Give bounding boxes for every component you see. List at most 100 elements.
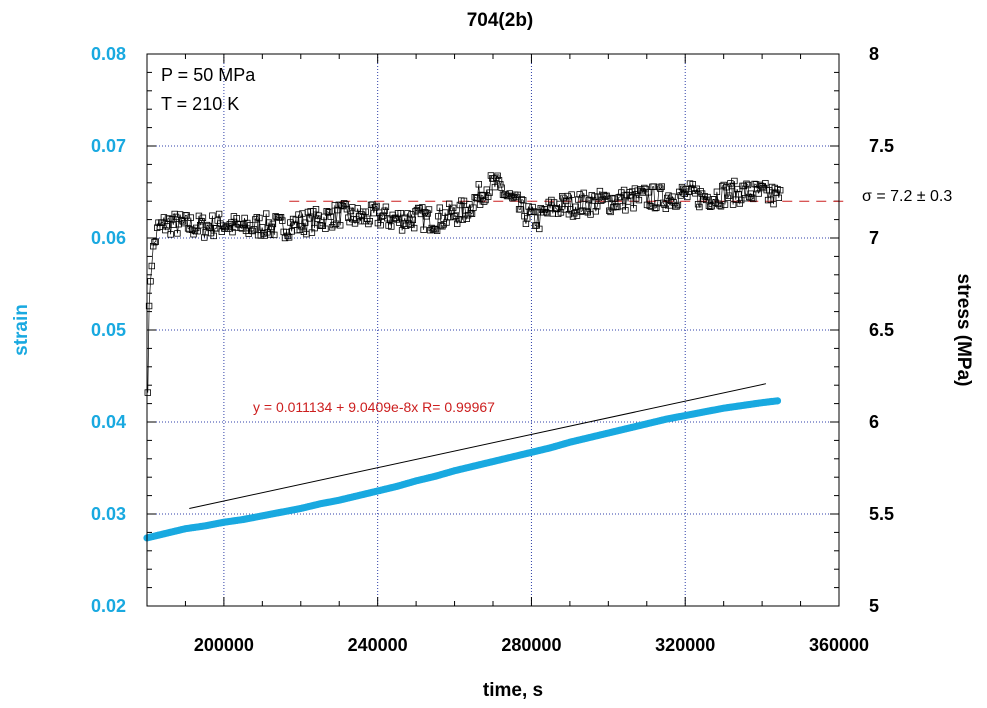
x-axis-tick-labels: 200000 240000 280000 320000 360000 [194,635,869,655]
stress-point [480,198,488,205]
temperature-annotation: T = 210 K [161,94,239,114]
stress-point [536,225,543,233]
stress-point [354,205,361,212]
right-tick-label: 7 [869,228,879,248]
stress-point [592,208,599,215]
fit-line [189,383,767,509]
stress-point [322,225,329,232]
stress-point [738,196,745,204]
stress-point [486,189,493,196]
stress-point [463,215,470,222]
stress-point [210,232,217,240]
stress-point [678,183,686,191]
stress-point [624,198,632,205]
stress-point [145,302,153,310]
stress-point [144,389,151,396]
stress-point [262,210,270,217]
stress-point [397,209,404,217]
stress-point [468,210,476,217]
left-tick-label: 0.07 [91,136,126,156]
stress-point [514,191,521,199]
right-axis-tick-labels: 5 5.5 6 6.5 7 7.5 8 [869,44,894,616]
stress-point [449,204,457,212]
stress-point [589,197,597,204]
plot-frame [146,53,840,607]
stress-point [563,197,570,205]
stress-point [724,194,731,201]
stress-point [226,220,233,228]
stress-point [366,217,373,225]
stress-point [147,278,154,285]
stress-point [388,223,395,230]
stress-point [591,193,598,200]
stress-point [269,220,277,228]
stress-point [470,204,477,211]
stress-point [742,194,749,202]
stress-point [520,197,527,204]
stress-point [404,210,411,217]
stress-point [736,200,743,207]
stress-point [645,189,652,196]
x-tick-label: 200000 [194,635,254,655]
stress-point [635,196,643,204]
stress-point [240,220,247,228]
stress-point [622,207,629,214]
stress-point [717,203,725,210]
stress-point [277,213,285,221]
mean-stress-label: σ = 7.2 ± 0.3 [862,188,952,205]
stress-point [174,230,181,237]
stress-point [167,231,174,238]
stress-point [396,219,403,226]
stress-point [725,192,733,199]
stress-point [342,201,349,208]
left-axis-tick-labels: 0.02 0.03 0.04 0.05 0.06 0.07 0.08 [91,44,126,616]
stress-point [689,180,696,188]
right-tick-label: 8 [869,44,879,64]
stress-point [744,181,752,189]
strain-series [143,397,782,542]
stress-point [674,201,682,209]
fit-equation-label: y = 0.011134 + 9.0409e-8x R= 0.99967 [253,399,495,415]
stress-point [530,208,538,215]
stress-point [260,230,267,237]
stress-point [410,224,418,232]
stress-point [572,203,579,210]
right-tick-label: 6 [869,412,879,432]
stress-point [213,225,220,232]
stress-point [420,226,427,233]
fit-line-segment [189,383,767,509]
stress-point [327,213,334,220]
left-tick-label: 0.06 [91,228,126,248]
stress-point [425,206,433,213]
stress-point [152,238,159,245]
stress-point [708,202,715,210]
stress-point [497,181,504,188]
pressure-annotation: P = 50 MPa [161,65,256,85]
right-axis-label: stress (MPa) [953,274,974,387]
stress-point [594,203,601,210]
stress-point [439,223,446,230]
stress-point [328,224,336,231]
stress-point [198,217,205,225]
stress-point [332,220,340,227]
stress-point [696,203,703,211]
stress-point [494,172,501,179]
stress-point [755,190,762,197]
left-tick-label: 0.08 [91,44,126,64]
stress-point [252,216,259,223]
stress-point [326,208,333,215]
left-tick-label: 0.05 [91,320,126,340]
stress-point [162,226,169,234]
strain-point [773,397,782,405]
stress-point [775,194,782,201]
stress-point [205,222,212,230]
stress-point [596,187,604,195]
stress-point [731,177,738,185]
chart-title: 704(2b) [467,10,534,31]
stress-point [475,181,482,188]
grid [147,54,839,606]
x-tick-label: 320000 [655,635,715,655]
stress-point [432,226,439,233]
stress-point [573,212,581,219]
